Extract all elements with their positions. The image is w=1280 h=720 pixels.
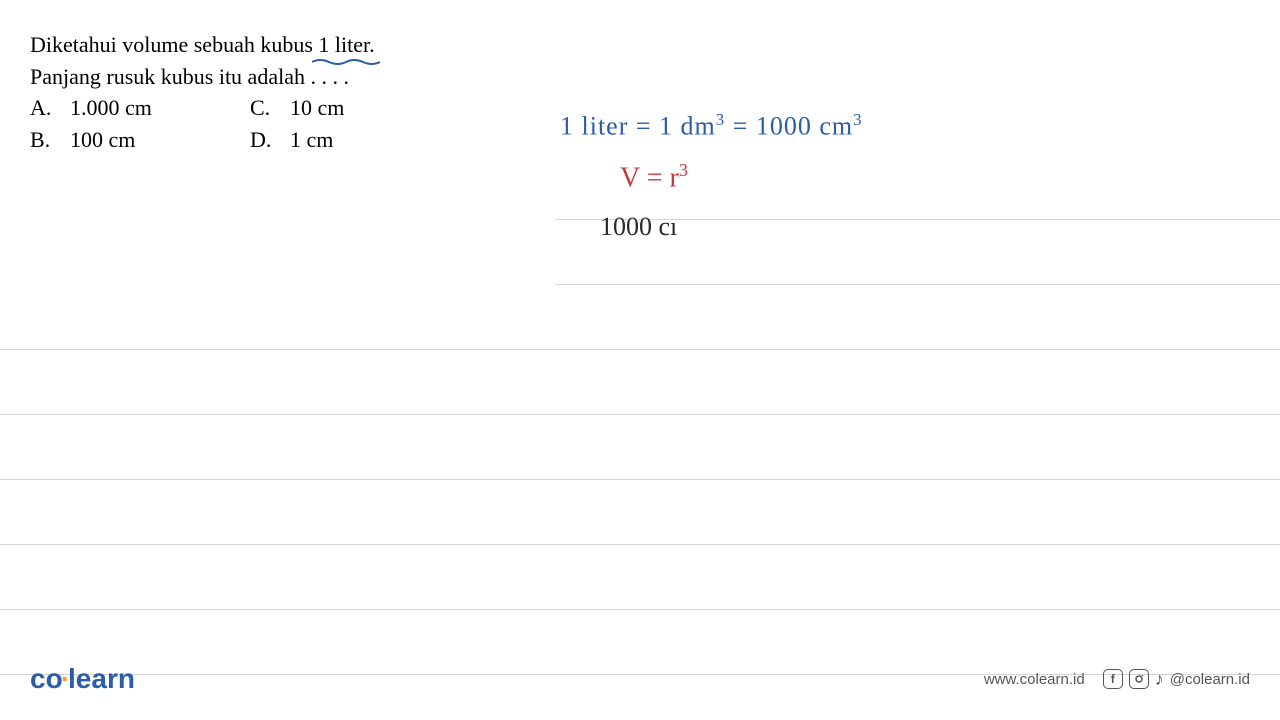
option-d: D. 1 cm <box>250 125 344 155</box>
website-url: www.colearn.id <box>984 671 1085 688</box>
question-text-part1: Diketahui volume sebuah kubus <box>30 32 318 57</box>
question-line-2: Panjang rusuk kubus itu adalah . . . . <box>30 62 530 92</box>
ruled-line <box>0 480 1280 545</box>
hw-text: = 1000 cm <box>725 112 853 141</box>
ruled-line <box>0 350 1280 415</box>
hw-text: 1 liter = 1 dm <box>560 112 716 141</box>
option-b: B. 100 cm <box>30 125 250 155</box>
option-a: A. 1.000 cm <box>30 93 250 123</box>
option-text: 1.000 cm <box>70 93 152 123</box>
ruled-line <box>0 545 1280 610</box>
footer-right: www.colearn.id f ♪ @colearn.id <box>984 669 1250 690</box>
ruled-line <box>0 285 1280 350</box>
hw-text: V = r <box>620 162 679 193</box>
wavy-underline-icon <box>312 58 380 66</box>
handwriting-block: 1 liter = 1 dm3 = 1000 cm3 V = r3 1000 c… <box>560 110 863 242</box>
handwriting-line-1: 1 liter = 1 dm3 = 1000 cm3 <box>560 110 863 142</box>
option-letter: D. <box>250 125 290 155</box>
options-right-column: C. 10 cm D. 1 cm <box>250 93 344 156</box>
hw-superscript: 3 <box>853 110 862 129</box>
logo: co·learn <box>30 663 135 695</box>
option-c: C. 10 cm <box>250 93 344 123</box>
facebook-icon: f <box>1103 669 1123 689</box>
hw-superscript: 3 <box>679 160 688 180</box>
option-text: 100 cm <box>70 125 135 155</box>
footer: co·learn www.colearn.id f ♪ @colearn.id <box>0 663 1280 695</box>
tiktok-icon: ♪ <box>1155 669 1164 690</box>
logo-part2: learn <box>68 663 135 694</box>
social-handle: @colearn.id <box>1170 671 1250 688</box>
option-text: 1 cm <box>290 125 333 155</box>
social-icons: f ♪ @colearn.id <box>1103 669 1250 690</box>
handwriting-line-3: 1000 cı <box>600 212 863 242</box>
options-left-column: A. 1.000 cm B. 100 cm <box>30 93 250 156</box>
option-letter: A. <box>30 93 70 123</box>
question-line-1: Diketahui volume sebuah kubus 1 liter. <box>30 30 530 60</box>
option-letter: C. <box>250 93 290 123</box>
instagram-icon <box>1129 669 1149 689</box>
underlined-text: 1 liter. <box>318 30 374 60</box>
hw-superscript: 3 <box>716 110 725 129</box>
options-container: A. 1.000 cm B. 100 cm C. 10 cm D. 1 cm <box>30 93 530 156</box>
question-text-part2: 1 liter. <box>318 32 374 57</box>
question-block: Diketahui volume sebuah kubus 1 liter. P… <box>30 30 530 157</box>
option-text: 10 cm <box>290 93 344 123</box>
logo-part1: co <box>30 663 63 694</box>
handwriting-line-2: V = r3 <box>620 160 863 194</box>
option-letter: B. <box>30 125 70 155</box>
ruled-line <box>0 415 1280 480</box>
